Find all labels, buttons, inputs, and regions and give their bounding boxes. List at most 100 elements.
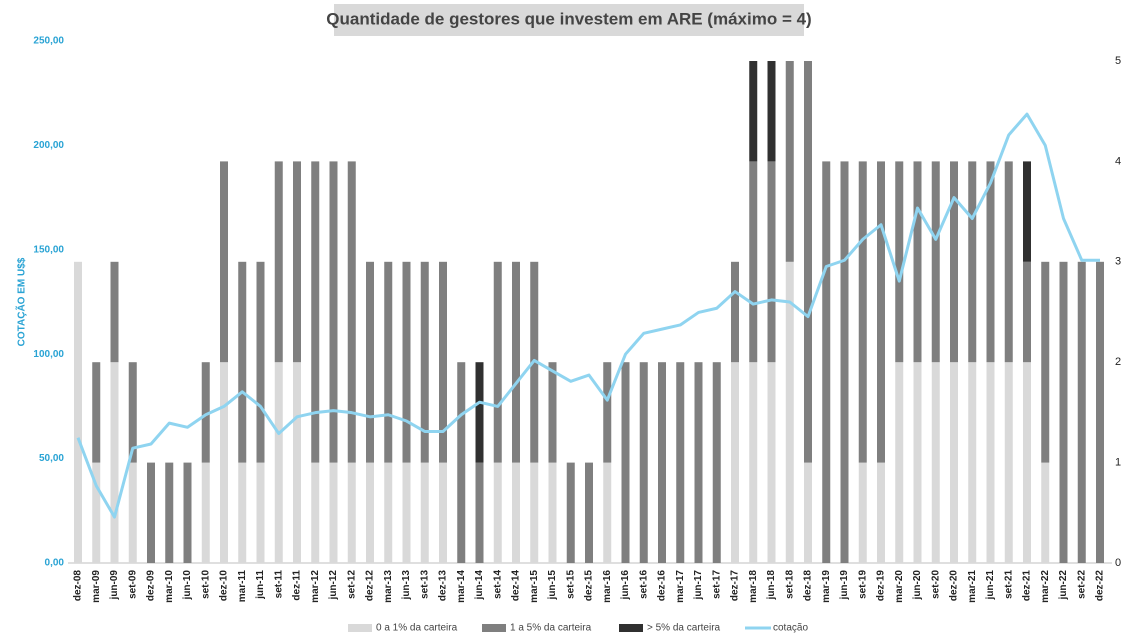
legend-label: 1 a 5% da carteira — [510, 623, 592, 634]
bar — [366, 462, 374, 563]
bar — [895, 161, 904, 363]
bar — [512, 261, 520, 463]
bar — [512, 462, 520, 563]
x-tick-label: set-09 — [127, 570, 138, 599]
y2-tick-label: 4 — [1115, 155, 1121, 167]
x-tick-label: dez-15 — [584, 570, 595, 602]
bar — [749, 161, 758, 363]
x-tick-label: mar-15 — [529, 570, 540, 603]
bar — [220, 362, 228, 563]
bar — [439, 462, 447, 563]
bar — [931, 161, 940, 363]
bar — [110, 261, 119, 363]
bar — [858, 462, 867, 563]
x-tick-label: jun-13 — [401, 570, 412, 601]
bar — [92, 362, 101, 463]
legend-label: 0 a 1% da carteira — [376, 623, 458, 634]
bar — [439, 261, 447, 463]
bar — [347, 161, 356, 463]
x-tick-label: mar-17 — [675, 570, 686, 603]
y-tick-label: 250,00 — [33, 36, 64, 47]
y2-tick-label: 2 — [1115, 356, 1121, 368]
bar — [767, 362, 776, 563]
x-tick-label: jun-09 — [109, 570, 120, 601]
bar — [621, 362, 630, 563]
bar — [895, 362, 904, 563]
x-tick-label: set-12 — [346, 570, 357, 599]
legend-swatch — [619, 624, 643, 632]
y2-tick-label: 0 — [1115, 557, 1121, 569]
y2-tick-label: 5 — [1115, 55, 1121, 67]
bar — [767, 61, 776, 162]
bar — [785, 261, 794, 563]
bar — [749, 61, 758, 162]
x-tick-label: jun-18 — [766, 570, 777, 601]
bar — [311, 161, 320, 463]
legend-swatch — [348, 624, 372, 632]
bar — [347, 462, 356, 563]
bar — [475, 462, 484, 563]
x-tick-label: jun-20 — [912, 570, 923, 601]
x-tick-label: dez-10 — [219, 570, 230, 602]
bar — [1041, 462, 1050, 563]
x-tick-label: jun-21 — [985, 570, 996, 601]
bar — [402, 462, 411, 563]
bar — [128, 462, 137, 563]
x-tick-label: dez-19 — [876, 570, 887, 602]
legend-label: cotação — [773, 623, 808, 634]
x-tick-label: mar-21 — [967, 570, 978, 603]
y-tick-label: 0,00 — [45, 558, 65, 569]
x-tick-label: set-16 — [638, 570, 649, 599]
bar — [877, 462, 885, 563]
x-tick-label: jun-22 — [1058, 570, 1069, 601]
x-tick-label: jun-12 — [328, 570, 339, 601]
x-tick-label: dez-08 — [73, 570, 84, 602]
x-tick-label: set-13 — [419, 570, 430, 599]
x-tick-label: mar-09 — [91, 570, 102, 603]
bar — [274, 362, 283, 563]
bar — [712, 362, 721, 563]
bar — [931, 362, 940, 563]
x-tick-label: mar-12 — [310, 570, 321, 603]
x-tick-label: mar-11 — [237, 570, 248, 603]
bar — [785, 61, 794, 262]
x-tick-label: jun-11 — [255, 570, 266, 600]
bar — [128, 362, 137, 463]
x-tick-label: set-20 — [930, 570, 941, 599]
bar — [201, 462, 210, 563]
x-tick-label: jun-14 — [474, 570, 485, 601]
x-tick-label: mar-10 — [164, 570, 175, 603]
bar — [603, 462, 612, 563]
bar — [913, 362, 922, 563]
bar — [293, 161, 301, 363]
bar — [384, 261, 393, 463]
x-tick-label: dez-12 — [365, 570, 376, 602]
x-tick-label: mar-14 — [456, 570, 467, 603]
y-tick-label: 150,00 — [33, 244, 64, 255]
bar — [1077, 261, 1086, 563]
bar — [986, 161, 995, 363]
bar — [676, 362, 685, 563]
bar — [366, 261, 374, 463]
bar — [986, 362, 995, 563]
bar — [804, 61, 812, 463]
bar — [1004, 161, 1013, 363]
bar — [238, 261, 247, 463]
chart-title: Quantidade de gestores que investem em A… — [326, 9, 811, 28]
bar — [950, 161, 958, 363]
y-tick-label: 200,00 — [33, 140, 64, 151]
bar — [639, 362, 648, 563]
x-tick-label: dez-20 — [949, 570, 960, 602]
bar — [220, 161, 228, 363]
x-tick-label: set-17 — [711, 570, 722, 599]
bar — [731, 261, 739, 363]
bar — [402, 261, 411, 463]
bar — [968, 161, 977, 363]
bar — [767, 161, 776, 363]
bar — [311, 462, 320, 563]
x-tick-label: mar-13 — [383, 570, 394, 603]
bar — [968, 362, 977, 563]
bar — [1041, 261, 1050, 463]
bar — [749, 362, 758, 563]
y-tick-label: 50,00 — [39, 453, 64, 464]
